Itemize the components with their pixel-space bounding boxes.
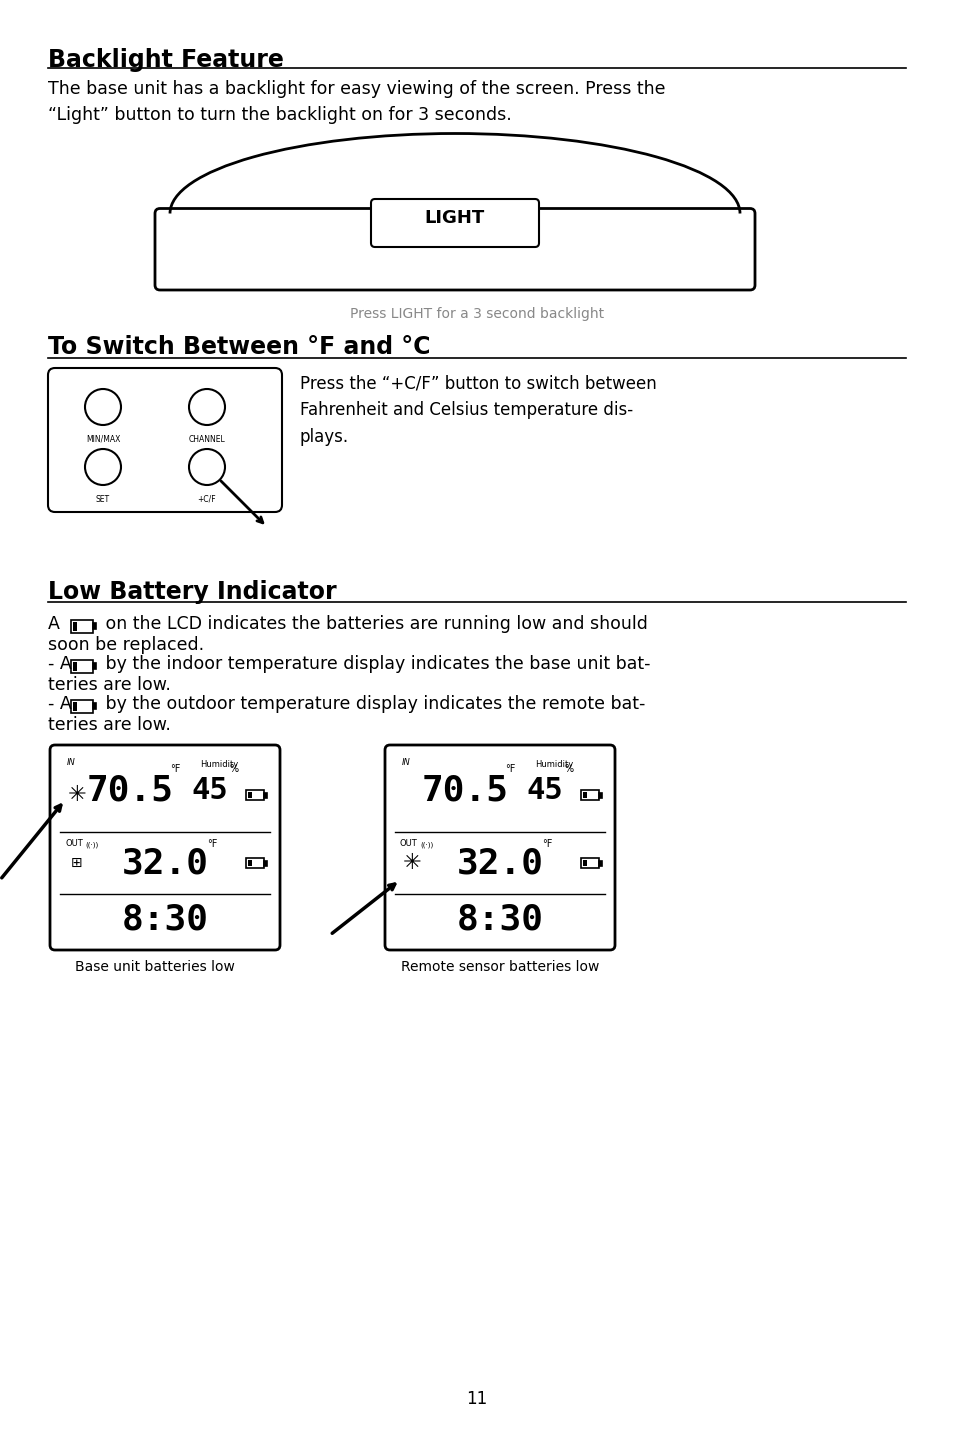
Bar [582, 791, 586, 798]
Text: OUT: OUT [65, 839, 83, 849]
Text: Remote sensor batteries low: Remote sensor batteries low [400, 960, 598, 975]
Text: ((·)): ((·)) [85, 841, 98, 849]
Bar [264, 860, 267, 866]
Text: 70.5: 70.5 [87, 774, 173, 809]
Bar [92, 703, 96, 710]
Bar [71, 660, 92, 673]
Text: teries are low.: teries are low. [48, 675, 171, 694]
Bar [73, 621, 77, 631]
FancyBboxPatch shape [48, 368, 282, 512]
Text: ✳: ✳ [68, 786, 86, 806]
Bar [580, 790, 598, 800]
Text: SET: SET [96, 495, 110, 504]
Text: ((·)): ((·)) [419, 841, 433, 849]
Circle shape [189, 389, 225, 425]
Text: MIN/MAX: MIN/MAX [86, 435, 120, 444]
Bar [246, 859, 264, 869]
Text: on the LCD indicates the batteries are running low and should: on the LCD indicates the batteries are r… [100, 615, 647, 633]
Text: 11: 11 [466, 1390, 487, 1408]
Text: °F: °F [170, 764, 180, 774]
Text: - A: - A [48, 695, 71, 713]
Text: %: % [230, 764, 239, 774]
Text: +C/F: +C/F [197, 495, 216, 504]
Text: A: A [48, 615, 60, 633]
FancyBboxPatch shape [154, 209, 754, 290]
Text: Backlight Feature: Backlight Feature [48, 49, 284, 72]
Text: 70.5: 70.5 [421, 774, 508, 809]
Text: 32.0: 32.0 [456, 846, 543, 880]
Bar [73, 701, 77, 711]
Text: Base unit batteries low: Base unit batteries low [75, 960, 234, 975]
Text: The base unit has a backlight for easy viewing of the screen. Press the
“Light” : The base unit has a backlight for easy v… [48, 80, 665, 123]
Bar [71, 700, 92, 713]
Text: Press LIGHT for a 3 second backlight: Press LIGHT for a 3 second backlight [350, 308, 603, 321]
Text: OUT: OUT [399, 839, 417, 849]
Text: ⊞: ⊞ [71, 856, 83, 870]
Text: °F: °F [504, 764, 515, 774]
Bar [582, 860, 586, 866]
Bar [246, 790, 264, 800]
Bar [73, 661, 77, 671]
FancyBboxPatch shape [371, 199, 538, 248]
Text: °F: °F [541, 839, 552, 849]
Text: IN: IN [401, 758, 411, 767]
Bar [92, 622, 96, 630]
Text: To Switch Between °F and °C: To Switch Between °F and °C [48, 335, 430, 359]
Text: Low Battery Indicator: Low Battery Indicator [48, 580, 336, 604]
Text: by the indoor temperature display indicates the base unit bat-: by the indoor temperature display indica… [100, 655, 650, 673]
Text: %: % [564, 764, 574, 774]
Bar [248, 860, 252, 866]
Text: 45: 45 [526, 777, 563, 806]
Text: soon be replaced.: soon be replaced. [48, 635, 204, 654]
Text: by the outdoor temperature display indicates the remote bat-: by the outdoor temperature display indic… [100, 695, 644, 713]
Text: LIGHT: LIGHT [424, 209, 485, 228]
Circle shape [85, 449, 121, 485]
Text: - A: - A [48, 655, 71, 673]
Bar [71, 620, 92, 633]
Text: ✳: ✳ [402, 853, 421, 873]
FancyBboxPatch shape [385, 746, 615, 950]
Text: IN: IN [67, 758, 75, 767]
Circle shape [189, 449, 225, 485]
Text: 45: 45 [192, 777, 228, 806]
Bar [248, 791, 252, 798]
Text: 32.0: 32.0 [121, 846, 209, 880]
Bar [92, 663, 96, 670]
Bar [580, 859, 598, 869]
Text: 8:30: 8:30 [456, 903, 543, 937]
Bar [598, 793, 601, 797]
Text: °F: °F [207, 839, 217, 849]
Text: Humidity: Humidity [200, 760, 238, 768]
Text: CHANNEL: CHANNEL [189, 435, 225, 444]
Text: teries are low.: teries are low. [48, 716, 171, 734]
Circle shape [85, 389, 121, 425]
FancyBboxPatch shape [50, 746, 280, 950]
Text: Press the “+C/F” button to switch between
Fahrenheit and Celsius temperature dis: Press the “+C/F” button to switch betwee… [299, 375, 656, 446]
Bar [598, 860, 601, 866]
Bar [264, 793, 267, 797]
Text: 8:30: 8:30 [121, 903, 209, 937]
Text: Humidity: Humidity [535, 760, 573, 768]
